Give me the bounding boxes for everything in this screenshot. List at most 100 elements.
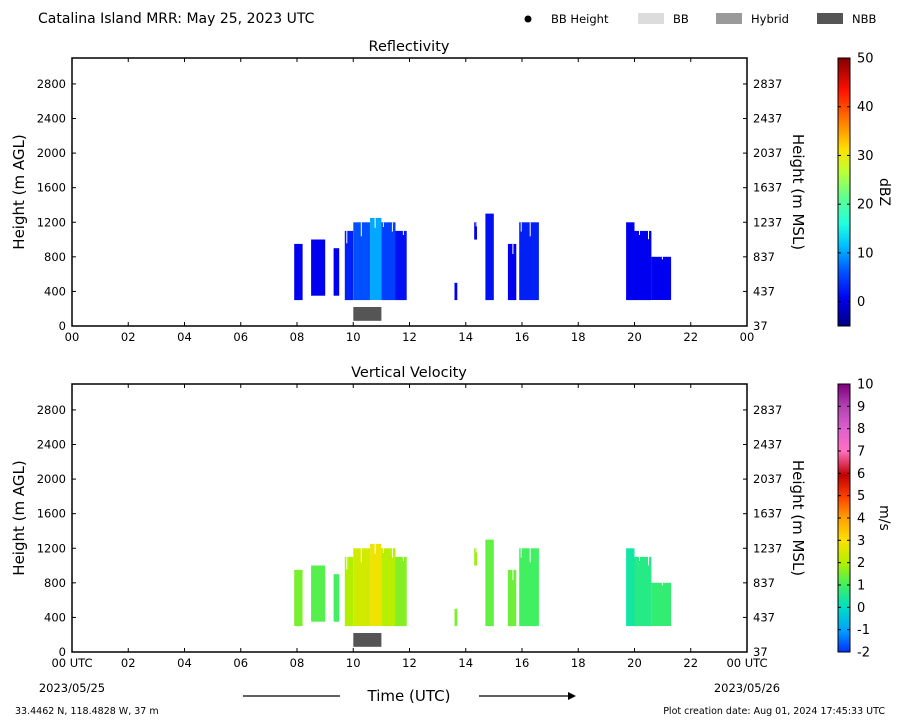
velocity-colorbar-tick-label: -2 [857,646,870,661]
reflectivity-colorbar-tick-label: 40 [857,100,874,115]
reflectivity-echo-gap [382,222,384,227]
velocity-xtick-label: 00 UTC [51,656,92,670]
velocity-y2label: Height (m MSL) [789,460,807,576]
reflectivity-echo-segment [651,256,672,300]
reflectivity-y2tick-label: 37 [753,319,768,333]
velocity-ytick-label: 2400 [37,438,66,452]
velocity-colorbar-tick-label: 7 [857,445,865,460]
velocity-colorbar-tick-label: -1 [857,623,870,638]
velocity-echo-gap [520,548,522,558]
figure-title: Catalina Island MRR: May 25, 2023 UTC [38,11,315,27]
velocity-colorbar-label: m/s [876,505,892,531]
reflectivity-echo-segment [519,222,539,301]
reflectivity-echo-segment [626,222,635,301]
velocity-echo-gap [512,569,514,580]
velocity-y2tick-label: 2437 [753,438,782,452]
reflectivity-y2tick-label: 2837 [753,77,782,91]
reflectivity-colorbar-tick-label: 0 [857,295,865,310]
velocity-xtick-label: 10 [346,656,361,670]
reflectivity-colorbar [837,57,851,327]
reflectivity-echo-segment [353,222,371,301]
velocity-xtick-label: 14 [458,656,473,670]
legend-nbb-label: NBB [852,12,876,26]
reflectivity-ytick-label: 800 [44,250,66,264]
velocity-ytick-label: 2000 [37,472,66,486]
reflectivity-echo-gap [529,222,531,237]
velocity-xtick-label: 12 [402,656,417,670]
reflectivity-echo-segment [454,282,458,301]
velocity-y2tick-label: 37 [753,645,768,659]
velocity-echo-gap [648,556,649,566]
reflectivity-echo-gap [402,230,404,235]
time-axis-label: Time (UTC) [367,687,451,705]
velocity-colorbar-tick-label: 3 [857,534,865,549]
time-arrow-head-icon [568,692,576,700]
velocity-echo-segment [353,548,371,627]
velocity-nbb-marker [353,633,382,647]
reflectivity-echo-segment [507,243,517,301]
velocity-xtick-label: 04 [177,656,192,670]
velocity-colorbar-tick-label: 0 [857,601,865,616]
velocity-y2tick-label: 1237 [753,541,782,555]
reflectivity-ytick-label: 2000 [37,146,66,160]
velocity-ytick-label: 2800 [37,403,66,417]
reflectivity-echo-gap [639,230,640,235]
reflectivity-ytick-label: 1600 [37,181,66,195]
reflectivity-y2tick-label: 1237 [753,215,782,229]
velocity-xtick-label: 06 [233,656,248,670]
velocity-xtick-label: 00 UTC [726,656,767,670]
reflectivity-echo-gap [475,222,477,227]
velocity-echo-segment [651,582,672,626]
reflectivity-ytick-label: 2400 [37,112,66,126]
reflectivity-echo-segment [370,217,382,300]
reflectivity-colorbar-tick-label: 10 [857,246,874,261]
legend-bb-label: BB [673,12,689,26]
reflectivity-echo-gap [374,217,376,228]
velocity-y2tick-label: 1637 [753,507,782,521]
legend-hybrid-label: Hybrid [751,12,789,26]
legend-hybrid-swatch [716,13,742,24]
velocity-echo-segment [474,548,477,566]
reflectivity-xtick-label: 22 [683,330,698,344]
reflectivity-colorbar-tick-label: 50 [857,52,874,67]
velocity-echo-segment [519,548,539,627]
reflectivity-y2tick-label: 837 [753,250,775,264]
header-legend: BB Height BB Hybrid NBB [524,12,876,26]
reflectivity-echo-gap [512,243,514,254]
velocity-echo-gap [661,582,663,586]
velocity-echo-segment [370,543,382,626]
velocity-echo-segment [381,548,396,627]
legend-bb-swatch [638,13,664,24]
velocity-ytick-label: 800 [44,576,66,590]
velocity-xtick-label: 08 [290,656,305,670]
velocity-colorbar-tick-label: 4 [857,512,865,527]
velocity-ytick-label: 1200 [37,541,66,555]
velocity-xtick-label: 02 [121,656,136,670]
velocity-echo-segment [395,556,407,627]
velocity-xtick-label: 16 [515,656,530,670]
reflectivity-echo-gap [520,222,522,232]
reflectivity-xtick-label: 12 [402,330,417,344]
reflectivity-echo-segment [311,239,326,296]
reflectivity-y2tick-label: 1637 [753,181,782,195]
panel-title-vertical-velocity: Vertical Velocity [351,365,467,381]
reflectivity-ylabel: Height (m AGL) [10,134,28,249]
reflectivity-echo-segment [294,243,303,301]
velocity-colorbar-tick-label: 2 [857,556,865,571]
velocity-echo-gap [402,556,404,561]
reflectivity-xtick-label: 00 [740,330,755,344]
velocity-colorbar-tick-label: 8 [857,422,865,437]
reflectivity-ytick-label: 400 [44,284,66,298]
reflectivity-xtick-label: 06 [233,330,248,344]
reflectivity-echo-segment [634,230,652,301]
reflectivity-colorbar-tick-label: 20 [857,198,874,213]
panel-title-reflectivity: Reflectivity [369,39,450,55]
velocity-xtick-label: 18 [571,656,586,670]
reflectivity-echo-segment [333,248,340,296]
velocity-y2tick-label: 2837 [753,403,782,417]
velocity-echo-segment [311,565,326,622]
legend-bb-height-label: BB Height [551,12,609,26]
velocity-ytick-label: 0 [59,645,66,659]
